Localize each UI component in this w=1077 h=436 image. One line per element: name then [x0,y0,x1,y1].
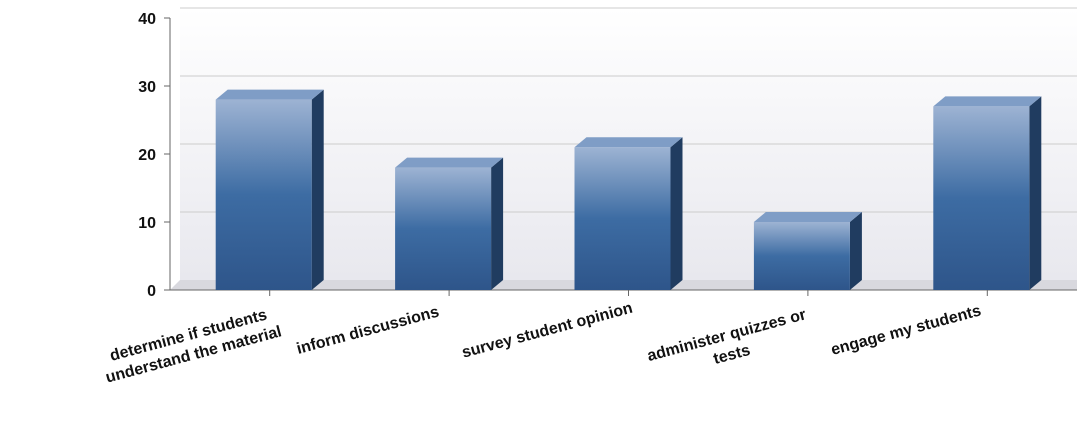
bar [933,96,1042,291]
bar-side [670,137,683,290]
bar-front [933,106,1030,291]
bar-front [753,222,850,290]
bar-front [395,167,492,290]
bar [753,212,862,290]
bar-top [574,137,683,148]
bar-front [574,147,671,290]
bar-top [215,89,324,100]
bar-top [753,212,862,222]
bar-front [215,99,312,290]
bar [395,157,504,290]
y-tick-label: 20 [138,147,156,164]
x-tick-label: survey student opinion [460,300,634,362]
bar-top [395,157,504,168]
y-tick-label: 30 [138,79,156,96]
x-tick-label: determine if studentsunderstand the mate… [99,304,284,387]
bar-side [849,212,862,290]
y-tick-label: 40 [138,11,156,28]
bar-side [491,157,504,290]
y-tick-label: 0 [147,283,156,300]
bar-top [933,96,1042,107]
x-tick-label: engage my students [829,302,983,358]
bar [574,137,683,290]
bar-side [1029,96,1042,291]
bar [215,89,324,290]
y-tick-label: 10 [138,215,156,232]
x-tick-label: administer quizzes ortests [646,306,814,384]
bar-side [311,89,324,290]
x-tick-label: inform discussions [295,303,441,357]
